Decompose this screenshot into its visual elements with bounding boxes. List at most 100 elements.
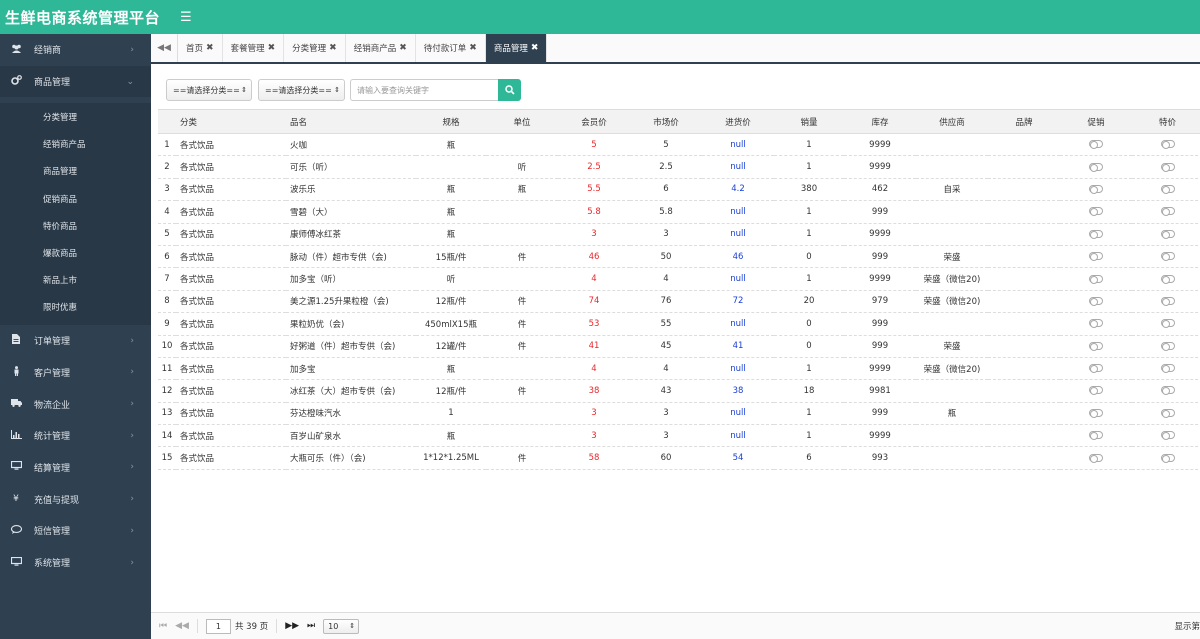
unit-cell [486,267,558,291]
close-icon[interactable]: ✖ [399,43,407,53]
special-toggle[interactable] [1160,207,1175,217]
special-toggle[interactable] [1160,364,1175,374]
promo-toggle[interactable] [1089,408,1103,418]
table-row[interactable]: 3 各式饮品 波乐乐瓶瓶 5.5 6 4.2 380 462 自采 [158,178,1200,202]
submenu-item-products[interactable]: 商品管理 [43,167,78,178]
category-select-2[interactable]: ==请选择分类== ⇕ [258,79,345,101]
special-toggle[interactable] [1160,453,1175,463]
sidebar-item-logistics[interactable]: 物流企业 › [0,388,151,420]
promo-toggle[interactable] [1089,296,1103,306]
promo-toggle[interactable] [1089,184,1103,194]
tab-scroll-left-icon[interactable]: ◀◀ [151,34,178,62]
table-row[interactable]: 4 各式饮品 雪碧（大）瓶 5.8 5.8 null 1 999 [158,200,1200,224]
first-page-icon[interactable]: ⏮ [159,621,168,631]
member-price-cell: 41 [558,335,630,358]
promo-toggle[interactable] [1089,364,1103,374]
page-number-input[interactable]: 1 [205,618,231,634]
table-row[interactable]: 13 各式饮品 芬达橙味汽水 1 3 3 null 1 999 瓶 [158,402,1200,426]
tab-packages[interactable]: 套餐管理 ✖ [223,34,285,62]
sidebar-item-customers[interactable]: 客户管理 › [0,357,151,389]
submenu-item-promotions[interactable]: 促销商品 [43,194,78,205]
hamburger-icon[interactable]: ☰ [180,9,192,25]
category-select-value: ==请选择分类== [173,85,240,95]
sidebar-item-orders[interactable]: 订单管理 › [0,325,151,357]
cost-price-cell: null [702,402,774,426]
table-row[interactable]: 11 各式饮品 加多宝瓶 4 4 null 1 9999 荣盛（微信20) [158,357,1200,381]
promo-toggle[interactable] [1089,229,1103,239]
table-row[interactable]: 14 各式饮品 百岁山矿泉水瓶 3 3 null 1 9999 [158,424,1200,448]
sales-cell: 1 [774,200,844,224]
table-row[interactable]: 9 各式饮品 果粒奶优（会) 450mlX15瓶件 53 55 null 0 999 [158,312,1200,336]
promo-toggle[interactable] [1089,274,1103,284]
close-icon[interactable]: ✖ [206,43,214,53]
promo-toggle[interactable] [1089,140,1103,150]
special-toggle[interactable] [1160,386,1175,396]
table-row[interactable]: 12 各式饮品 冰红茶（大）超市专供（会) 12瓶/件件 38 43 38 18 9981 [158,379,1200,403]
close-icon[interactable]: ✖ [329,43,337,53]
promo-toggle[interactable] [1089,431,1103,441]
table-row[interactable]: 5 各式饮品 康师傅冰红茶瓶 3 3 null 1 9999 [158,223,1200,246]
sidebar-item-sms[interactable]: 短信管理 › [0,515,151,547]
submenu-item-new[interactable]: 新品上市 [43,276,78,287]
special-toggle[interactable] [1160,252,1175,262]
submenu-item-dealer-products[interactable]: 经销商产品 [43,140,86,151]
table-row[interactable]: 2 各式饮品 可乐（听）听 2.5 2.5 null 1 9999 [158,155,1200,179]
product-name-cell: 大瓶可乐（件）（会) [286,446,416,470]
submenu-item-category[interactable]: 分类管理 [43,112,78,123]
tab-pending-orders[interactable]: 待付款订单 ✖ [416,34,486,62]
promo-toggle[interactable] [1089,453,1103,463]
promo-toggle[interactable] [1089,341,1103,351]
submenu-item-flash[interactable]: 限时优惠 [43,303,78,314]
table-row[interactable]: 8 各式饮品 美之源1.25升果粒橙（会) 12瓶/件件 74 76 72 20 979 荣盛（微… [158,290,1200,314]
close-icon[interactable]: ✖ [530,43,539,53]
prev-page-icon[interactable]: ◀◀ [175,621,189,631]
category-cell: 各式饮品 [176,312,286,336]
page-size-select[interactable]: 10 ⇕ [323,618,360,634]
close-icon[interactable]: ✖ [267,43,276,53]
last-page-icon[interactable]: ⏭ [307,621,316,631]
tab-dealer-products[interactable]: 经销商产品 ✖ [346,34,416,62]
special-toggle[interactable] [1160,296,1175,306]
table-row[interactable]: 6 各式饮品 脉动（件）超市专供（会) 15瓶/件件 46 50 46 0 999 荣盛 [158,245,1200,269]
sidebar-item-dealers[interactable]: 经销商 › [0,34,151,66]
special-toggle[interactable] [1160,140,1175,150]
close-icon[interactable]: ✖ [469,43,477,53]
market-price-cell: 3 [630,402,702,426]
sidebar-item-recharge[interactable]: ¥ 充值与提现 › [0,483,151,515]
special-toggle[interactable] [1160,229,1175,239]
special-toggle-cell [1132,335,1200,358]
search-button[interactable] [498,79,521,101]
tab-products[interactable]: 商品管理 ✖ [485,34,548,62]
special-toggle[interactable] [1160,184,1175,194]
table-row[interactable]: 10 各式饮品 好粥道（件）超市专供（会) 12罐/件件 41 45 41 0 999 荣盛 [158,335,1200,358]
promo-toggle[interactable] [1089,207,1103,217]
tab-categories[interactable]: 分类管理 ✖ [284,34,346,62]
special-toggle[interactable] [1160,274,1175,284]
promo-toggle[interactable] [1089,319,1103,329]
category-select-1[interactable]: ==请选择分类== ⇕ [166,79,252,101]
sidebar-item-label: 短信管理 [34,527,71,538]
table-row[interactable]: 1 各式饮品 火咖瓶 5 5 null 1 9999 [158,133,1200,157]
promo-toggle[interactable] [1089,252,1103,262]
special-toggle[interactable] [1160,162,1175,172]
table-row[interactable]: 7 各式饮品 加多宝（听）听 4 4 null 1 9999 荣盛（微信20) [158,267,1200,291]
sidebar-item-products[interactable]: 商品管理 ⌄ [0,65,151,98]
special-toggle[interactable] [1160,431,1175,441]
tab-home[interactable]: 首页 ✖ [178,34,223,62]
special-toggle[interactable] [1160,319,1175,329]
next-page-icon[interactable]: ▶▶ [285,621,300,631]
submenu-item-hot[interactable]: 爆款商品 [43,248,78,259]
unit-cell: 件 [486,312,558,336]
promo-toggle[interactable] [1089,162,1103,172]
special-toggle[interactable] [1160,341,1175,351]
special-toggle[interactable] [1160,408,1175,418]
category-cell: 各式饮品 [176,357,286,381]
sidebar-item-settlement[interactable]: 结算管理 › [0,452,151,484]
search-input[interactable]: 请输入要查询关键字 [350,79,498,101]
cost-price-cell: null [702,357,774,381]
table-row[interactable]: 15 各式饮品 大瓶可乐（件）（会) 1*12*1.25ML 件 58 60 54 6 993 [158,446,1200,470]
submenu-item-specials[interactable]: 特价商品 [43,221,78,232]
sidebar-item-system[interactable]: 系统管理 › [0,547,151,579]
promo-toggle[interactable] [1089,386,1103,396]
sidebar-item-statistics[interactable]: 统计管理 › [0,420,151,452]
